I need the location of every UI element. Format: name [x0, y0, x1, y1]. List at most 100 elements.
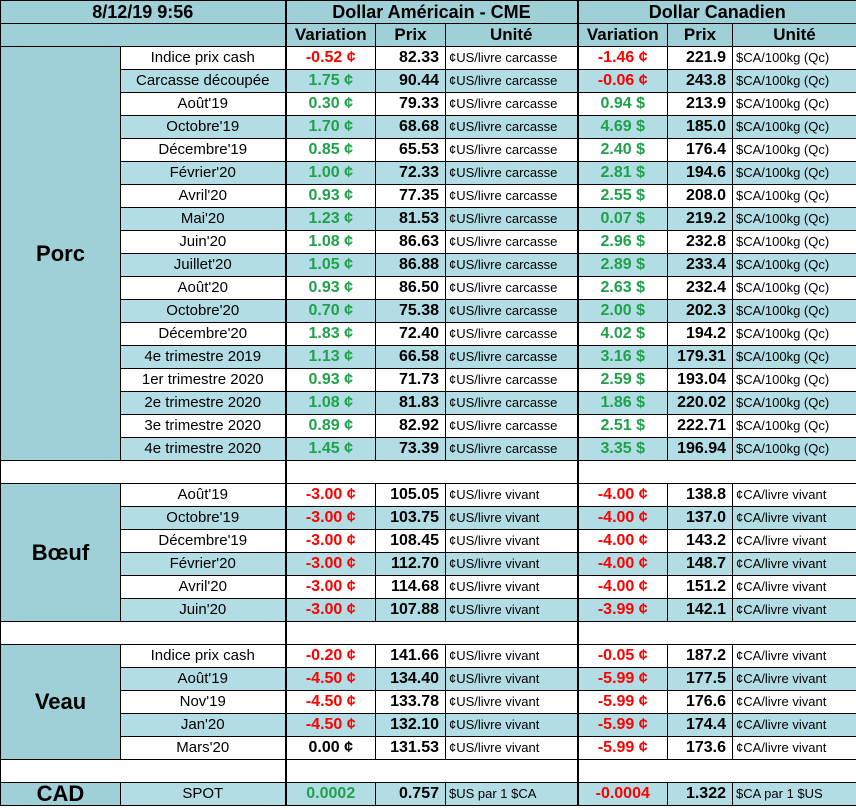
cad-unit: ¢CA/livre vivant [731, 506, 856, 530]
usd-price: 81.53 [375, 207, 446, 231]
spacer-cell [576, 621, 856, 645]
usd-variation: -0.52 ¢ [284, 46, 376, 70]
usd-variation: 1.23 ¢ [284, 207, 376, 231]
table-row: Août'19 0.30 ¢ 79.33 ¢US/livre carcasse 0.94… [1, 92, 856, 116]
usd-unit-header: Unité [445, 23, 578, 47]
table-row: Décembre'19 0.85 ¢ 65.53 ¢US/livre carcasse… [1, 138, 856, 162]
cad-unit-header: Unité [731, 23, 856, 47]
cad-variation: 0.94 $ [576, 92, 668, 116]
row-label: Octobre'19 [120, 115, 286, 139]
usd-price: 105.05 [375, 483, 446, 507]
cad-variation: -4.00 ¢ [576, 552, 668, 576]
cad-price: 232.4 [667, 276, 733, 300]
spacer-cell [576, 460, 856, 484]
table-row: Août'19 -4.50 ¢ 134.40 ¢US/livre vivant -5.9… [1, 667, 856, 691]
usd-unit: ¢US/livre carcasse [445, 46, 578, 70]
cad-variation: 2.55 $ [576, 184, 668, 208]
cad-price: 187.2 [667, 644, 733, 668]
usd-variation: 1.70 ¢ [284, 115, 376, 139]
cad-price: 177.5 [667, 667, 733, 691]
header-blank [0, 23, 286, 47]
cad-variation: -1.46 ¢ [576, 46, 668, 70]
spacer-cell [284, 460, 578, 484]
table-row: Carcasse découpée 1.75 ¢ 90.44 ¢US/livre ca… [1, 69, 856, 93]
usd-price: 133.78 [375, 690, 446, 714]
usd-price: 86.63 [375, 230, 446, 254]
cad-price: 196.94 [667, 437, 733, 461]
usd-variation: 0.00 ¢ [284, 736, 376, 760]
cad-unit: $CA/100kg (Qc) [731, 115, 856, 139]
cad-unit: $CA/100kg (Qc) [731, 299, 856, 323]
usd-price: 66.58 [375, 345, 446, 369]
usd-section-title: Dollar Américain - CME [284, 0, 578, 24]
usd-variation: -3.00 ¢ [284, 575, 376, 599]
usd-price: 79.33 [375, 92, 446, 116]
usd-price: 75.38 [375, 299, 446, 323]
spacer-cell [284, 759, 578, 783]
cad-unit: $CA/100kg (Qc) [731, 230, 856, 254]
row-label: Août'20 [120, 276, 286, 300]
usd-price: 65.53 [375, 138, 446, 162]
usd-variation: 1.00 ¢ [284, 161, 376, 185]
usd-price: 112.70 [375, 552, 446, 576]
usd-unit: ¢US/livre vivant [445, 483, 578, 507]
row-label: Juillet'20 [120, 253, 286, 277]
usd-variation: -3.00 ¢ [284, 483, 376, 507]
cad-variation: -0.0004 [576, 782, 668, 806]
cad-price: 176.6 [667, 690, 733, 714]
cad-variation: 2.00 $ [576, 299, 668, 323]
cad-price: 179.31 [667, 345, 733, 369]
cad-price: 221.9 [667, 46, 733, 70]
cad-unit: ¢CA/livre vivant [731, 529, 856, 553]
spacer-cell [0, 759, 286, 783]
table-row: Avril'20 0.93 ¢ 77.35 ¢US/livre carcasse 2.5… [1, 184, 856, 208]
cad-variation: 2.59 $ [576, 368, 668, 392]
usd-variation: 1.75 ¢ [284, 69, 376, 93]
usd-price: 131.53 [375, 736, 446, 760]
cad-variation: 2.81 $ [576, 161, 668, 185]
usd-unit: ¢US/livre carcasse [445, 184, 578, 208]
cad-variation: -4.00 ¢ [576, 506, 668, 530]
usd-price: 0.757 [375, 782, 446, 806]
row-label: 4e trimestre 2020 [120, 437, 286, 461]
usd-variation-header: Variation [284, 23, 376, 47]
usd-unit: ¢US/livre vivant [445, 506, 578, 530]
cad-variation: -0.06 ¢ [576, 69, 668, 93]
usd-variation: -4.50 ¢ [284, 713, 376, 737]
cad-price: 142.1 [667, 598, 733, 622]
usd-variation: -3.00 ¢ [284, 552, 376, 576]
table-row: Juin'20 -3.00 ¢ 107.88 ¢US/livre vivant -3.9… [1, 598, 856, 622]
usd-variation: 0.93 ¢ [284, 184, 376, 208]
cad-variation: 0.07 $ [576, 207, 668, 231]
usd-variation: 0.93 ¢ [284, 368, 376, 392]
row-label: Juin'20 [120, 230, 286, 254]
cad-unit: $CA/100kg (Qc) [731, 345, 856, 369]
header-row-1: 8/12/19 9:56 Dollar Américain - CME Doll… [0, 0, 856, 24]
cad-unit: ¢CA/livre vivant [731, 575, 856, 599]
usd-variation: 1.05 ¢ [284, 253, 376, 277]
cad-unit: $CA/100kg (Qc) [731, 161, 856, 185]
usd-price: 141.66 [375, 644, 446, 668]
usd-unit: ¢US/livre carcasse [445, 322, 578, 346]
usd-price: 68.68 [375, 115, 446, 139]
table-row: 1er trimestre 2020 0.93 ¢ 71.73 ¢US/livre c… [1, 368, 856, 392]
cad-variation: -4.00 ¢ [576, 483, 668, 507]
cad-variation: -5.99 ¢ [576, 736, 668, 760]
usd-price: 72.40 [375, 322, 446, 346]
cad-variation: 3.35 $ [576, 437, 668, 461]
usd-variation: -0.20 ¢ [284, 644, 376, 668]
cad-variation: 4.69 $ [576, 115, 668, 139]
cad-unit: $CA/100kg (Qc) [731, 207, 856, 231]
cad-unit: $CA/100kg (Qc) [731, 253, 856, 277]
usd-price: 82.33 [375, 46, 446, 70]
row-label: Août'19 [120, 483, 286, 507]
cad-variation: -3.99 ¢ [576, 598, 668, 622]
usd-price: 72.33 [375, 161, 446, 185]
usd-variation: 1.83 ¢ [284, 322, 376, 346]
group-label: Porc [0, 46, 121, 461]
usd-variation: -4.50 ¢ [284, 690, 376, 714]
usd-unit: ¢US/livre carcasse [445, 115, 578, 139]
usd-unit: ¢US/livre carcasse [445, 414, 578, 438]
cad-price: 176.4 [667, 138, 733, 162]
